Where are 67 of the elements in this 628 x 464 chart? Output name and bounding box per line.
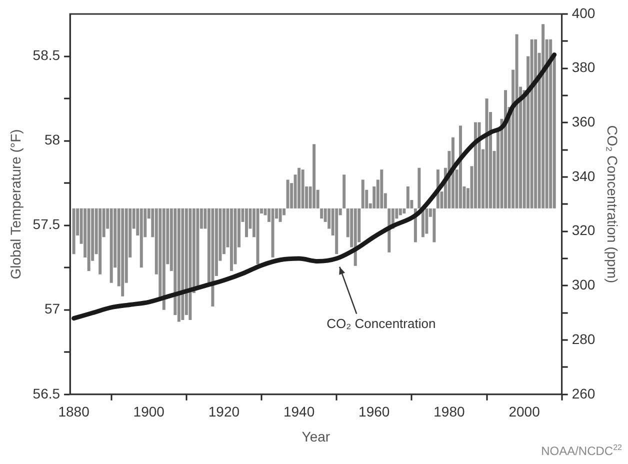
x-tick-label: 2000 <box>508 404 540 420</box>
y2-axis-title: CO₂ Concentration (ppm) <box>604 125 621 284</box>
bar <box>87 208 90 271</box>
y2-tick-label: 380 <box>572 59 596 76</box>
bar <box>98 208 102 274</box>
bar <box>320 208 324 219</box>
bar <box>485 98 488 208</box>
bar <box>380 170 384 208</box>
bar <box>425 208 428 234</box>
bar <box>504 90 508 208</box>
bar <box>256 208 260 264</box>
y2-tick-label: 300 <box>572 276 596 293</box>
bar <box>534 39 538 208</box>
y2-tick-label: 320 <box>572 222 596 238</box>
bar <box>398 208 402 216</box>
bar <box>244 208 248 238</box>
annotation: CO₂ Concentration <box>326 316 436 331</box>
bar <box>335 208 338 254</box>
bar <box>181 208 184 320</box>
bar <box>177 208 180 322</box>
bar <box>121 208 124 296</box>
bar <box>354 208 357 266</box>
bar <box>286 180 290 208</box>
x-tick-label: 1980 <box>434 404 465 420</box>
bar <box>549 39 552 208</box>
x-axis-title: Year <box>302 428 330 444</box>
bar <box>271 208 274 258</box>
bar <box>188 208 192 320</box>
y2-tick-label: 260 <box>572 385 596 402</box>
x-tick-label: 1880 <box>58 404 90 420</box>
bar <box>515 34 518 208</box>
bar <box>140 208 143 268</box>
bar <box>406 186 410 208</box>
bar <box>432 208 436 242</box>
bar <box>402 208 406 214</box>
bar <box>162 208 166 310</box>
bar <box>361 180 364 208</box>
bar <box>530 39 534 208</box>
bar <box>542 24 545 208</box>
bar <box>418 168 421 208</box>
bar <box>478 122 481 208</box>
y-tick-label: 58 <box>44 132 60 148</box>
bar <box>342 174 346 208</box>
y2-tick-label: 360 <box>572 114 596 130</box>
bar <box>211 208 214 306</box>
text: NOAA/NCDC$^{22}$ <box>541 443 622 458</box>
x-tick-label: 1940 <box>283 404 315 420</box>
x-tick-label: 1920 <box>208 404 240 420</box>
x-tick-label: 1900 <box>133 404 165 420</box>
bar <box>278 208 282 222</box>
y-tick-label: 58.5 <box>32 47 60 64</box>
bar <box>230 208 233 271</box>
y-tick-label: 57.5 <box>32 216 60 232</box>
bar <box>301 170 304 208</box>
bar <box>458 126 462 208</box>
y-tick-label: 56.5 <box>32 385 60 402</box>
bar <box>312 144 316 208</box>
y2-tick-label: 400 <box>572 4 596 21</box>
y-axis-title: Global Temperature (°F) <box>7 129 24 280</box>
bar <box>298 168 301 208</box>
y2-tick-label: 280 <box>572 330 596 347</box>
bar <box>474 122 477 208</box>
x-tick-label: 1960 <box>358 404 390 420</box>
y2-tick-label: 340 <box>572 168 596 184</box>
bar <box>72 208 76 254</box>
bar <box>110 208 113 283</box>
y-tick-label: 57 <box>44 300 60 317</box>
